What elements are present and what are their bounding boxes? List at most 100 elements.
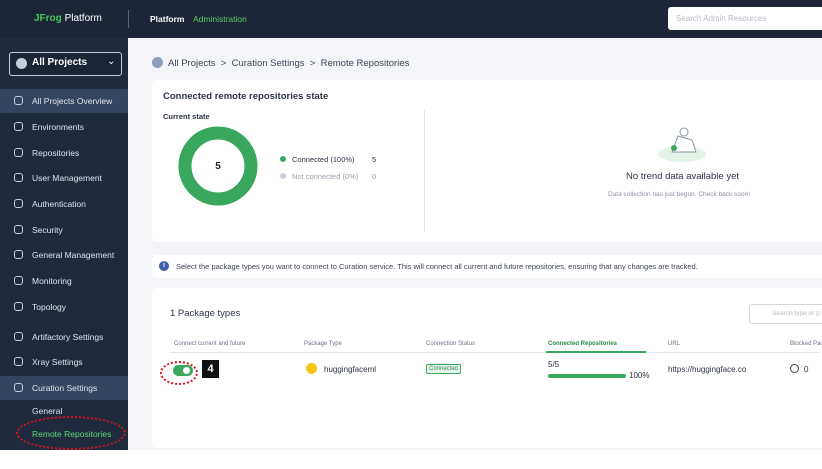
search-placeholder: Search type or p [772,310,820,317]
nav-icon [14,199,23,208]
nav-label: User Management [32,173,102,183]
toggle[interactable] [173,365,193,376]
divider [424,110,425,232]
table-search[interactable]: Search type or p [749,304,822,324]
package-icon [306,363,317,374]
nav-icon [14,250,23,259]
info-bar: i Select the package types you want to c… [152,255,822,278]
nav-icon [14,332,23,341]
nav-item[interactable]: General Management [0,243,128,267]
highlight-ellipse [160,361,198,385]
legend-swatch [280,156,286,162]
nav-label: All Projects Overview [32,96,113,106]
nav-label: Topology [32,302,67,312]
nav-item[interactable]: User Management [0,166,128,190]
nav-label: Environments [32,122,84,132]
nav-subitem[interactable]: General [32,406,63,416]
brand-logo: JFrog [34,13,62,24]
table-title: 1 Package types [170,308,241,319]
nav-label: Security [32,225,63,235]
status-badge: Connected [426,364,462,374]
search-box[interactable]: Search Admin Resources [668,7,822,30]
legend-value: 0 [372,172,377,181]
search-placeholder: Search Admin Resources [676,14,767,23]
top-bar: JFrog Platform Platform Administration S… [0,0,822,38]
blocked-icon [790,364,799,373]
sorted-column [546,351,646,353]
nav-icon [14,302,23,311]
legend-swatch [280,173,286,179]
nav-label: Xray Settings [32,357,83,367]
project-icon [16,58,27,69]
nav-item[interactable]: Authentication [0,192,128,216]
brand-suffix: Platform [64,13,102,24]
nav-item[interactable]: Environments [0,115,128,139]
nav-icon [14,383,23,392]
nav-icon [14,148,23,157]
table-card [152,288,822,448]
nav-icon [14,96,23,105]
breadcrumb-icon [152,57,163,68]
breadcrumb: All Projects > Curation Settings > Remot… [168,58,410,69]
nav-icon [14,173,23,182]
column-header[interactable]: Blocked Pack [790,341,822,347]
nav-label: Repositories [32,148,80,158]
nav-label: General Management [32,250,115,260]
header-rule [170,352,820,353]
chevron: ⌄ [107,56,116,67]
donut-segment [178,126,258,206]
progress-track [548,374,626,378]
nav-item[interactable]: Xray Settings [0,350,128,374]
state-card [152,80,822,242]
column-header[interactable]: Connect current and future [174,341,246,347]
donut-total: 5 [215,161,221,172]
column-header[interactable]: Connection Status [426,341,476,347]
crumb: Remote Repositories [320,58,410,69]
nav-item[interactable]: Repositories [0,141,128,165]
nav-administration[interactable]: Administration [193,14,247,24]
crumb[interactable]: Curation Settings [231,58,305,69]
donut-chart: 5 [178,126,258,206]
card-subtitle: Current state [163,112,210,121]
nav-item[interactable]: Curation Settings [0,376,128,400]
info-text: Select the package types you want to con… [176,262,698,271]
nav-item[interactable]: Topology [0,295,128,319]
column-header[interactable]: Package Type [304,341,342,347]
brand: JFrog Platform [34,13,102,24]
nav-icon [14,122,23,131]
url: https://huggingface.co [668,365,747,374]
legend-label: Connected (100%) [292,155,355,164]
nav-platform[interactable]: Platform [150,14,185,24]
column-header[interactable]: Connected Repositories [548,341,618,347]
package-type: huggingfaceml [324,365,377,374]
nav-icon [14,225,23,234]
callout-badge: 4 [201,359,220,379]
trend-title: No trend data available yet [626,171,740,182]
highlight-ellipse [16,416,126,450]
card-title: Connected remote repositories state [163,91,329,102]
nav-item[interactable]: All Projects Overview [0,89,128,113]
column-header[interactable]: URL [668,341,681,347]
nav-icon [14,357,23,366]
trend-illustration [658,127,706,162]
nav-item[interactable]: Artifactory Settings [0,325,128,349]
nav-icon [14,276,23,285]
legend-label: Not connected (0%) [292,172,359,181]
progress-label: 100% [629,371,650,380]
nav-label: Artifactory Settings [32,332,104,342]
info-icon: i [159,261,169,271]
nav-item[interactable]: Security [0,218,128,242]
nav-label: Curation Settings [32,383,98,393]
blocked-count: 0 [804,365,809,374]
nav-label: Authentication [32,199,86,209]
project-selector[interactable]: All Projects ⌄ [9,52,122,76]
nav-label: Monitoring [32,276,72,286]
nav-item[interactable]: Monitoring [0,269,128,293]
connected-repos: 5/5 [548,360,560,369]
crumb[interactable]: All Projects [168,58,216,69]
legend-item: Not connected (0%) 0 [280,172,390,184]
divider [128,10,129,28]
legend-item: Connected (100%) 5 [280,155,390,167]
trend-text: Data collection has just begun. Check ba… [608,191,751,198]
